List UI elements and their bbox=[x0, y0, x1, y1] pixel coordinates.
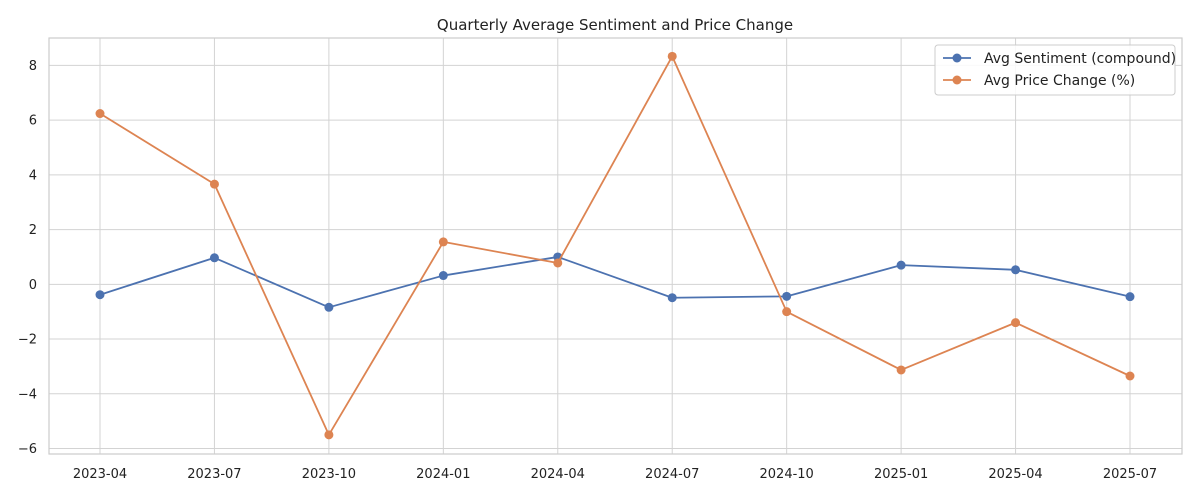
x-tick-label: 2025-04 bbox=[988, 467, 1042, 482]
x-tick-label: 2025-01 bbox=[874, 467, 928, 482]
data-point bbox=[553, 258, 563, 268]
data-point bbox=[1011, 318, 1021, 328]
data-point bbox=[438, 237, 448, 247]
data-point bbox=[95, 109, 105, 119]
data-point bbox=[324, 430, 334, 440]
series-1 bbox=[95, 252, 1135, 312]
data-point bbox=[438, 271, 448, 281]
data-point bbox=[1125, 371, 1135, 381]
data-point bbox=[95, 290, 105, 300]
x-tick-label: 2023-10 bbox=[302, 467, 356, 482]
tick-layer: 2023-04 2023-07 2023-10 2024-01 2024-04 2024-… bbox=[18, 59, 1157, 482]
y-tick-label: 8 bbox=[29, 59, 37, 74]
y-tick-label: 4 bbox=[29, 168, 37, 183]
chart-title: Quarterly Average Sentiment and Price Ch… bbox=[437, 16, 793, 34]
data-point bbox=[209, 179, 219, 189]
data-point bbox=[667, 293, 677, 303]
legend-marker bbox=[952, 75, 962, 85]
x-tick-label: 2024-10 bbox=[760, 467, 814, 482]
data-point bbox=[324, 302, 334, 312]
data-point bbox=[209, 253, 219, 263]
x-tick-label: 2024-04 bbox=[531, 467, 585, 482]
y-tick-label: −2 bbox=[18, 333, 37, 348]
y-tick-label: 2 bbox=[29, 223, 37, 238]
data-point bbox=[896, 260, 906, 270]
y-tick-label: 6 bbox=[29, 114, 37, 129]
series-line bbox=[99, 55, 1131, 436]
series-2 bbox=[95, 51, 1135, 440]
x-tick-label: 2024-01 bbox=[416, 467, 470, 482]
x-tick-label: 2025-07 bbox=[1103, 467, 1157, 482]
x-tick-label: 2024-07 bbox=[645, 467, 699, 482]
x-tick-label: 2023-04 bbox=[73, 467, 127, 482]
legend-marker bbox=[952, 53, 962, 63]
data-point bbox=[896, 365, 906, 375]
legend-label: Avg Sentiment (compound) bbox=[984, 51, 1176, 67]
legend: Avg Sentiment (compound) Avg Price Change… bbox=[934, 44, 1176, 96]
legend-box bbox=[934, 44, 1176, 96]
series-layer bbox=[95, 51, 1135, 440]
data-point bbox=[782, 291, 792, 301]
data-point bbox=[667, 51, 677, 61]
data-point bbox=[1011, 265, 1021, 275]
y-tick-label: −6 bbox=[18, 442, 37, 457]
legend-label: Avg Price Change (%) bbox=[984, 73, 1135, 89]
grid-layer bbox=[49, 38, 1182, 454]
y-tick-label: −4 bbox=[18, 387, 37, 402]
x-tick-label: 2023-07 bbox=[187, 467, 241, 482]
plot-frame bbox=[48, 37, 1183, 455]
data-point bbox=[1125, 292, 1135, 302]
y-tick-label: 0 bbox=[29, 278, 37, 293]
data-point bbox=[782, 307, 792, 317]
series-line bbox=[99, 256, 1131, 309]
